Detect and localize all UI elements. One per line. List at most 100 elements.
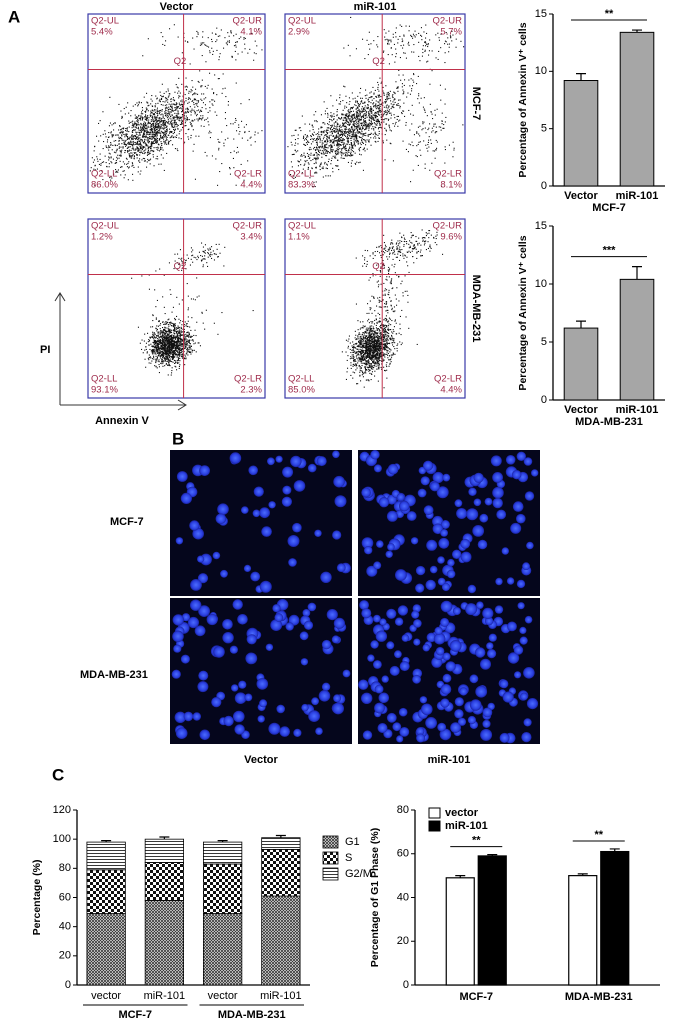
event-dot <box>172 325 174 327</box>
event-dot <box>218 78 220 80</box>
event-dot <box>130 149 132 151</box>
event-dot <box>154 111 156 113</box>
event-dot <box>145 145 147 147</box>
event-dot <box>138 124 140 126</box>
event-dot <box>315 150 317 152</box>
event-dot <box>118 146 120 148</box>
event-dot <box>388 118 390 120</box>
event-dot <box>188 92 190 94</box>
event-dot <box>353 135 355 137</box>
event-dot <box>365 109 367 111</box>
event-dot <box>140 128 142 130</box>
event-dot <box>344 121 346 123</box>
event-dot <box>174 351 176 353</box>
event-dot <box>187 102 189 104</box>
event-dot <box>249 33 251 35</box>
event-dot <box>317 138 319 140</box>
event-dot <box>211 32 213 34</box>
event-dot <box>198 118 200 120</box>
event-dot <box>430 139 432 141</box>
event-dot <box>133 124 135 126</box>
event-dot <box>179 349 181 351</box>
event-dot <box>151 143 153 145</box>
event-dot <box>343 132 345 134</box>
event-dot <box>161 342 163 344</box>
event-dot <box>144 136 146 138</box>
event-dot <box>157 352 159 354</box>
event-dot <box>146 137 148 139</box>
event-dot <box>364 115 366 117</box>
event-dot <box>155 352 157 354</box>
event-dot <box>327 140 329 142</box>
event-dot <box>435 126 437 128</box>
event-dot <box>145 135 147 137</box>
event-dot <box>150 127 152 129</box>
event-dot <box>168 359 170 361</box>
event-dot <box>304 156 306 158</box>
event-dot <box>181 357 183 359</box>
event-dot <box>371 99 373 101</box>
event-dot <box>164 357 166 359</box>
event-dot <box>378 133 380 135</box>
event-dot <box>358 131 360 133</box>
event-dot <box>167 358 169 360</box>
event-dot <box>178 326 180 328</box>
event-dot <box>385 32 387 34</box>
event-dot <box>336 115 338 117</box>
event-dot <box>416 131 418 133</box>
event-dot <box>365 128 367 130</box>
event-dot <box>146 131 148 133</box>
event-dot <box>410 144 412 146</box>
event-dot <box>158 110 160 112</box>
event-dot <box>308 163 310 165</box>
event-dot <box>103 161 105 163</box>
event-dot <box>119 154 121 156</box>
event-dot <box>153 113 155 115</box>
event-dot <box>347 150 349 152</box>
event-dot <box>172 126 174 128</box>
event-dot <box>201 110 203 112</box>
event-dot <box>123 142 125 144</box>
event-dot <box>174 128 176 130</box>
event-dot <box>168 262 170 264</box>
event-dot <box>365 125 367 127</box>
event-dot <box>147 145 149 147</box>
event-dot <box>350 162 352 164</box>
event-dot <box>338 152 340 154</box>
quadrant-name: Q2-LL <box>91 169 117 180</box>
event-dot <box>361 97 363 99</box>
event-dot <box>172 357 174 359</box>
event-dot <box>413 51 415 53</box>
event-dot <box>133 129 135 131</box>
event-dot <box>147 357 149 359</box>
event-dot <box>187 129 189 131</box>
event-dot <box>174 362 176 364</box>
event-dot <box>360 116 362 118</box>
event-dot <box>164 143 166 145</box>
event-dot <box>428 50 430 52</box>
event-dot <box>170 348 172 350</box>
event-dot <box>386 113 388 115</box>
event-dot <box>346 113 348 115</box>
event-dot <box>348 109 350 111</box>
event-dot <box>359 128 361 130</box>
event-dot <box>338 130 340 132</box>
event-dot <box>343 147 345 149</box>
event-dot <box>224 246 226 248</box>
event-dot <box>336 145 338 147</box>
event-dot <box>208 124 210 126</box>
event-dot <box>167 341 169 343</box>
event-dot <box>169 355 171 357</box>
event-dot <box>187 316 189 318</box>
event-dot <box>173 334 175 336</box>
event-dot <box>140 102 142 104</box>
event-dot <box>154 136 156 138</box>
event-dot <box>354 145 356 147</box>
event-dot <box>330 127 332 129</box>
event-dot <box>355 101 357 103</box>
event-dot <box>155 95 157 97</box>
event-dot <box>346 152 348 154</box>
event-dot <box>116 144 118 146</box>
event-dot <box>323 153 325 155</box>
event-dot <box>132 164 134 166</box>
